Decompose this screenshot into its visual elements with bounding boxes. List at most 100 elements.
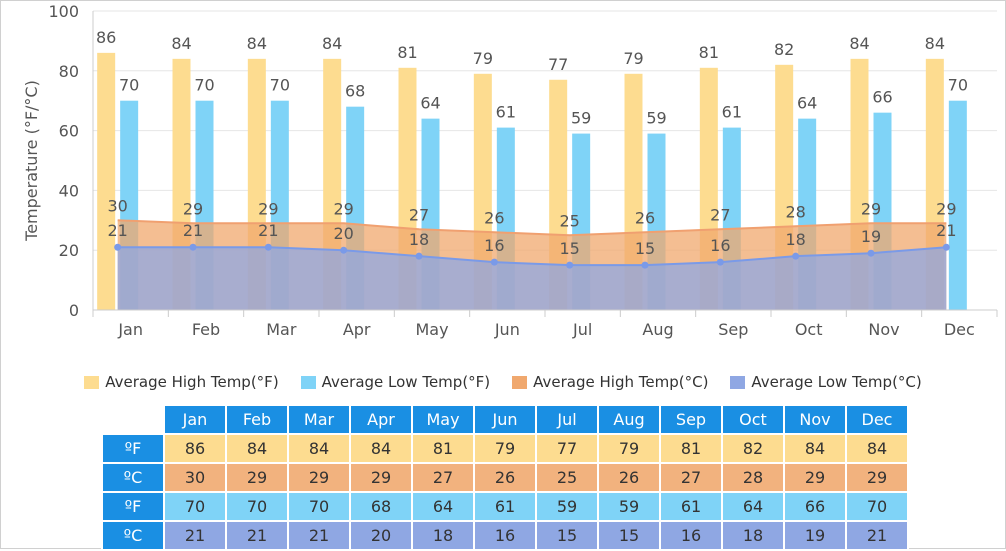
bar-high-f <box>97 52 116 311</box>
data-label: 84 <box>925 34 945 53</box>
point-low-c <box>792 252 800 260</box>
data-label: 26 <box>484 208 504 227</box>
table-cell: 29 <box>287 462 351 493</box>
table-row: ºF 70 70 70 68 64 61 59 59 61 64 66 70 <box>101 491 909 522</box>
table-month-header: Mar <box>287 404 351 435</box>
table-cell: 81 <box>659 433 723 464</box>
legend-item[interactable]: Average Low Temp(°F) <box>300 373 491 391</box>
table-month-header: Jul <box>535 404 599 435</box>
data-label: 64 <box>797 94 817 113</box>
table-corner <box>101 404 165 435</box>
table-cell: 21 <box>163 520 227 551</box>
line-low-c <box>117 246 947 267</box>
table-cell: 84 <box>287 433 351 464</box>
table-month-header: Oct <box>721 404 785 435</box>
temperature-table: Jan Feb Mar Apr May Jun Jul Aug Sep Oct Nov Dec ºF 8… <box>101 404 909 551</box>
table-cell: 79 <box>597 433 661 464</box>
table-month-header: Jun <box>473 404 537 435</box>
x-tick-label: Nov <box>868 320 899 339</box>
table-cell: 61 <box>659 491 723 522</box>
data-label: 20 <box>333 224 353 243</box>
area-series <box>114 219 950 310</box>
table-cell: 26 <box>473 462 537 493</box>
table-month-header: Nov <box>783 404 847 435</box>
data-label: 68 <box>345 82 365 101</box>
data-label: 64 <box>420 94 440 113</box>
table-cell: 18 <box>721 520 785 551</box>
data-label: 19 <box>861 227 881 246</box>
x-tick-label: Jun <box>494 320 520 339</box>
table-cell: 27 <box>659 462 723 493</box>
table-cell: 70 <box>845 491 909 522</box>
axes: 0 20 40 60 80 100 Jan Feb Mar Apr May Jun Jul Aug Sep O… <box>48 2 998 339</box>
table-month-header: Dec <box>845 404 909 435</box>
data-label: 29 <box>861 199 881 218</box>
table-cell: 29 <box>783 462 847 493</box>
data-label: 81 <box>397 43 417 62</box>
table-cell: 82 <box>721 433 785 464</box>
x-tick-label: Jan <box>117 320 143 339</box>
table-row: ºC 21 21 21 20 18 16 15 15 16 18 19 21 <box>101 520 909 551</box>
data-label: 70 <box>270 76 290 95</box>
legend-item[interactable]: Average High Temp(°F) <box>84 373 279 391</box>
table-cell: 59 <box>597 491 661 522</box>
data-label: 29 <box>258 199 278 218</box>
data-label: 21 <box>183 221 203 240</box>
y-tick-label: 0 <box>69 301 79 320</box>
table-cell: 79 <box>473 433 537 464</box>
data-label: 15 <box>635 239 655 258</box>
table-header-row: Jan Feb Mar Apr May Jun Jul Aug Sep Oct Nov Dec <box>101 404 909 435</box>
table-cell: 77 <box>535 433 599 464</box>
table-body: ºF 86 84 84 84 81 79 77 79 81 82 84 84 ºC 30 29 29 29 27 26… <box>101 433 909 551</box>
point-low-c <box>340 246 348 254</box>
data-label: 28 <box>785 202 805 221</box>
point-low-c <box>264 243 272 251</box>
data-label: 84 <box>171 34 191 53</box>
legend-swatch <box>512 375 528 389</box>
data-label: 16 <box>710 236 730 255</box>
point-low-c <box>490 258 498 266</box>
data-label: 21 <box>107 221 127 240</box>
data-label: 16 <box>484 236 504 255</box>
x-tick-label: Oct <box>795 320 823 339</box>
legend-item[interactable]: Average Low Temp(°C) <box>730 373 922 391</box>
legend-item[interactable]: Average High Temp(°C) <box>512 373 708 391</box>
table-cell: 25 <box>535 462 599 493</box>
data-label: 59 <box>571 109 591 128</box>
table-month-header: Feb <box>225 404 289 435</box>
data-label: 18 <box>785 230 805 249</box>
data-label: 27 <box>409 205 429 224</box>
x-tick-label: Aug <box>642 320 673 339</box>
table-cell: 61 <box>473 491 537 522</box>
table-cell: 66 <box>783 491 847 522</box>
x-tick-label: Mar <box>266 320 297 339</box>
table-cell: 27 <box>411 462 475 493</box>
table-cell: 81 <box>411 433 475 464</box>
data-label: 79 <box>623 49 643 68</box>
legend-label: Average High Temp(°C) <box>533 373 709 391</box>
table-cell: 70 <box>163 491 227 522</box>
point-low-c <box>942 243 950 251</box>
table-month-header: Apr <box>349 404 413 435</box>
data-label: 18 <box>409 230 429 249</box>
table-cell: 16 <box>659 520 723 551</box>
data-label: 70 <box>948 76 968 95</box>
y-tick-label: 100 <box>48 2 79 21</box>
table-unit-header: ºF <box>101 433 165 464</box>
data-label: 66 <box>872 88 892 107</box>
table-cell: 70 <box>287 491 351 522</box>
table-cell: 30 <box>163 462 227 493</box>
table-cell: 21 <box>287 520 351 551</box>
x-tick-label: Jul <box>572 320 592 339</box>
table-month-header: Sep <box>659 404 723 435</box>
data-label: 29 <box>183 199 203 218</box>
table-unit-header: ºF <box>101 491 165 522</box>
data-label: 15 <box>559 239 579 258</box>
point-low-c <box>641 261 649 269</box>
legend-label: Average High Temp(°F) <box>105 373 279 391</box>
table-cell: 26 <box>597 462 661 493</box>
data-label: 77 <box>548 55 568 74</box>
table-cell: 64 <box>411 491 475 522</box>
legend-label: Average Low Temp(°F) <box>321 373 491 391</box>
data-label: 61 <box>496 103 516 122</box>
